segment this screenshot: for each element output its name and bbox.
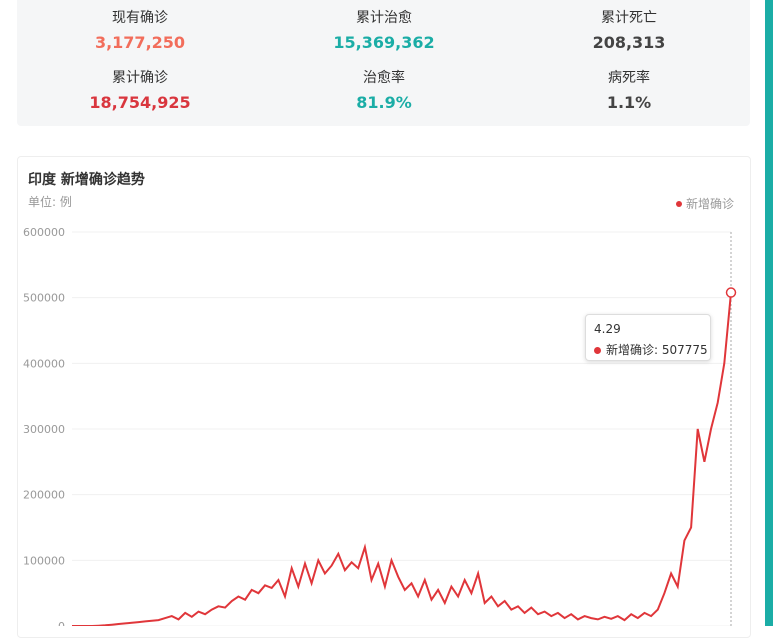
stat-label: 累计死亡 [601,10,657,26]
stat-value: 18,754,925 [89,93,191,112]
y-tick-label: 600000 [23,226,65,239]
tooltip-dot [594,347,601,354]
chart-subtitle: 单位: 例 [28,194,72,209]
stat-value: 3,177,250 [94,33,186,52]
chart-title: 印度 新增确诊趋势 [28,171,145,188]
legend-label: 新增确诊 [686,196,734,211]
tooltip-row: 新增确诊507775 [594,341,708,358]
tooltip-series: 新增确诊 [606,343,662,357]
stat-label: 累计确诊 [112,70,168,86]
stat: 累计确诊 18,754,925 [20,67,260,112]
stat-value: 1.1% [606,93,652,112]
stat: 累计死亡 208,313 [509,7,749,52]
stat: 累计治愈 15,369,362 [264,7,504,52]
stat-value: 15,369,362 [333,33,435,52]
tooltip-category: 4.29 [594,322,621,336]
highlight-point [725,287,737,298]
stat-value: 208,313 [592,33,666,52]
y-tick-label: 300000 [23,423,65,436]
stat-label: 累计治愈 [356,10,412,26]
stat: 病死率 1.1% [509,67,749,112]
y-tick-label: 0 [58,620,65,626]
stats-panel: 现有确诊 3,177,250 累计治愈 15,369,362 累计死亡 208,313 累计… [17,0,750,126]
y-tick-label: 200000 [23,489,65,502]
tooltip-value: 507775 [661,343,708,357]
stat-label: 现有确诊 [112,10,168,26]
stat-value: 81.9% [356,93,412,112]
legend-dot [676,201,682,207]
stat: 现有确诊 3,177,250 [20,7,260,52]
tooltip: 4.29 新增确诊507775 [585,314,711,361]
side-bar [765,0,773,626]
y-tick-label: 100000 [23,554,65,567]
y-tick-label: 400000 [23,357,65,370]
y-tick-label: 500000 [23,292,65,305]
stat: 治愈率 81.9% [264,67,504,112]
stat-label: 治愈率 [363,70,405,86]
line [72,292,732,626]
stat-label: 病死率 [608,70,650,86]
